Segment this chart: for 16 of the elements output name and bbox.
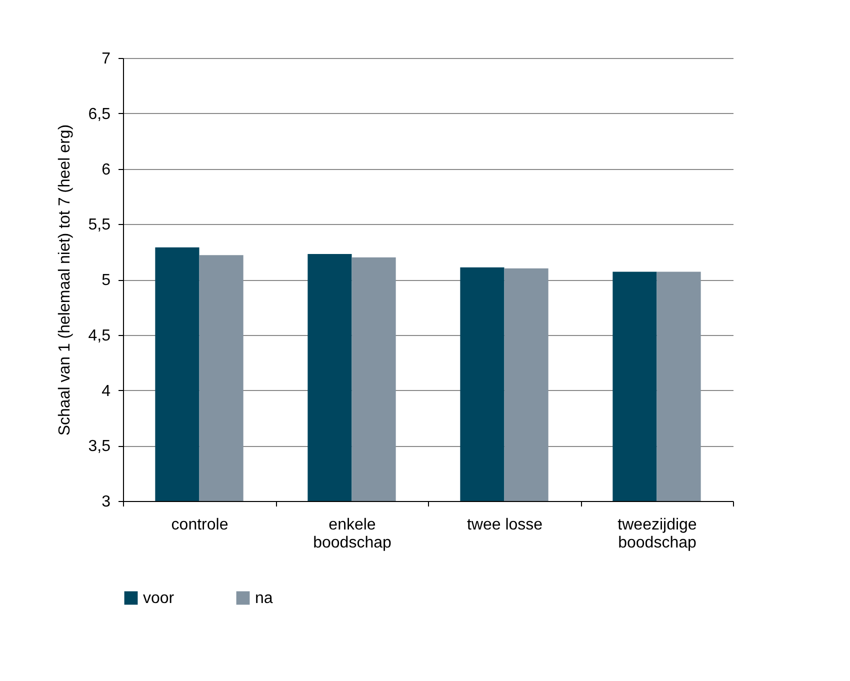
y-tick-label: 7 <box>102 50 111 68</box>
x-tick-label: twee losse <box>466 516 543 534</box>
legend-label: na <box>255 590 273 607</box>
y-tick-label: 6 <box>102 161 111 178</box>
y-tick-label: 3,5 <box>88 438 111 456</box>
y-tick-label: 4,5 <box>88 327 111 344</box>
x-tick-label: tweezijdige boodschap <box>618 516 697 552</box>
y-tick-label: 6,5 <box>88 106 111 123</box>
y-tick-label: 3 <box>102 494 111 510</box>
y-tick-label: 4 <box>102 382 111 400</box>
y-axis-title: Schaal van 1 (helemaal niet) tot 7 (heel erg) <box>56 124 74 436</box>
x-tick-label: enkele boodschap <box>313 516 392 552</box>
x-tick-label: controle <box>171 516 228 534</box>
y-tick-label: 5,5 <box>88 216 111 234</box>
y-tick-label: 5 <box>102 272 111 289</box>
legend-label: voor <box>143 590 175 607</box>
